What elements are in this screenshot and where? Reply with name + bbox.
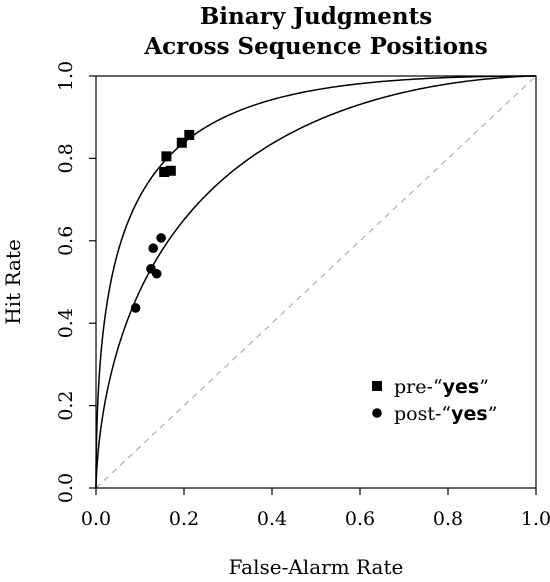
x-axis-label: False-Alarm Rate (229, 555, 404, 579)
x-tick-label: 0.2 (169, 508, 199, 530)
legend: pre-“yes”post-“yes” (372, 376, 497, 425)
post-yes-data-point (130, 303, 141, 313)
chance-diagonal-line (95, 75, 537, 489)
x-tick-label: 1.0 (521, 508, 550, 530)
x-tick-label: 0.4 (257, 508, 287, 530)
pre-yes-data-point (161, 151, 172, 162)
legend-label-prefix: post-“ (394, 403, 451, 425)
pre-yes-data-point (165, 165, 176, 176)
plot-frame (95, 75, 537, 489)
legend-label-post-yes: post-“yes” (394, 403, 497, 425)
pre-yes-data-point (176, 137, 187, 148)
x-tick-label: 0.6 (345, 508, 375, 530)
y-tick-label: 0.6 (55, 226, 77, 256)
legend-marker-pre-yes (372, 381, 382, 391)
legend-label-suffix: ” (488, 403, 498, 425)
legend-label-suffix: ” (479, 376, 489, 398)
legend-label-word: yes (443, 376, 480, 398)
y-tick-label: 0.2 (55, 390, 77, 420)
post-yes-data-point (151, 268, 162, 279)
y-tick-label: 1.0 (55, 61, 77, 91)
post-yes-data-point (148, 243, 158, 254)
pre-yes-data-point (159, 166, 170, 177)
pre-yes-data-point (184, 129, 195, 140)
roc-curve-2 (95, 75, 537, 488)
y-tick-label: 0.8 (55, 143, 77, 173)
post-yes-data-point (156, 233, 166, 243)
legend-label-pre-yes: pre-“yes” (394, 376, 489, 398)
chart-title-line-2: Across Sequence Positions (143, 33, 487, 60)
x-tick-label: 0.0 (81, 508, 111, 530)
y-tick-label: 0.0 (55, 473, 77, 503)
plot-area: 0.0 0.2 0.4 0.6 0.8 1.0 0.0 0.2 0.4 0.6 0.8 1.0 (55, 61, 550, 530)
x-tick-label: 0.8 (433, 508, 463, 530)
legend-marker-post-yes (372, 408, 382, 418)
legend-label-word: yes (451, 403, 488, 425)
y-tick-label: 0.4 (55, 308, 77, 338)
y-axis-label: Hit Rate (1, 239, 25, 325)
legend-label-prefix: pre-“ (394, 376, 443, 398)
chart-title-line-1: Binary Judgments (200, 3, 432, 30)
